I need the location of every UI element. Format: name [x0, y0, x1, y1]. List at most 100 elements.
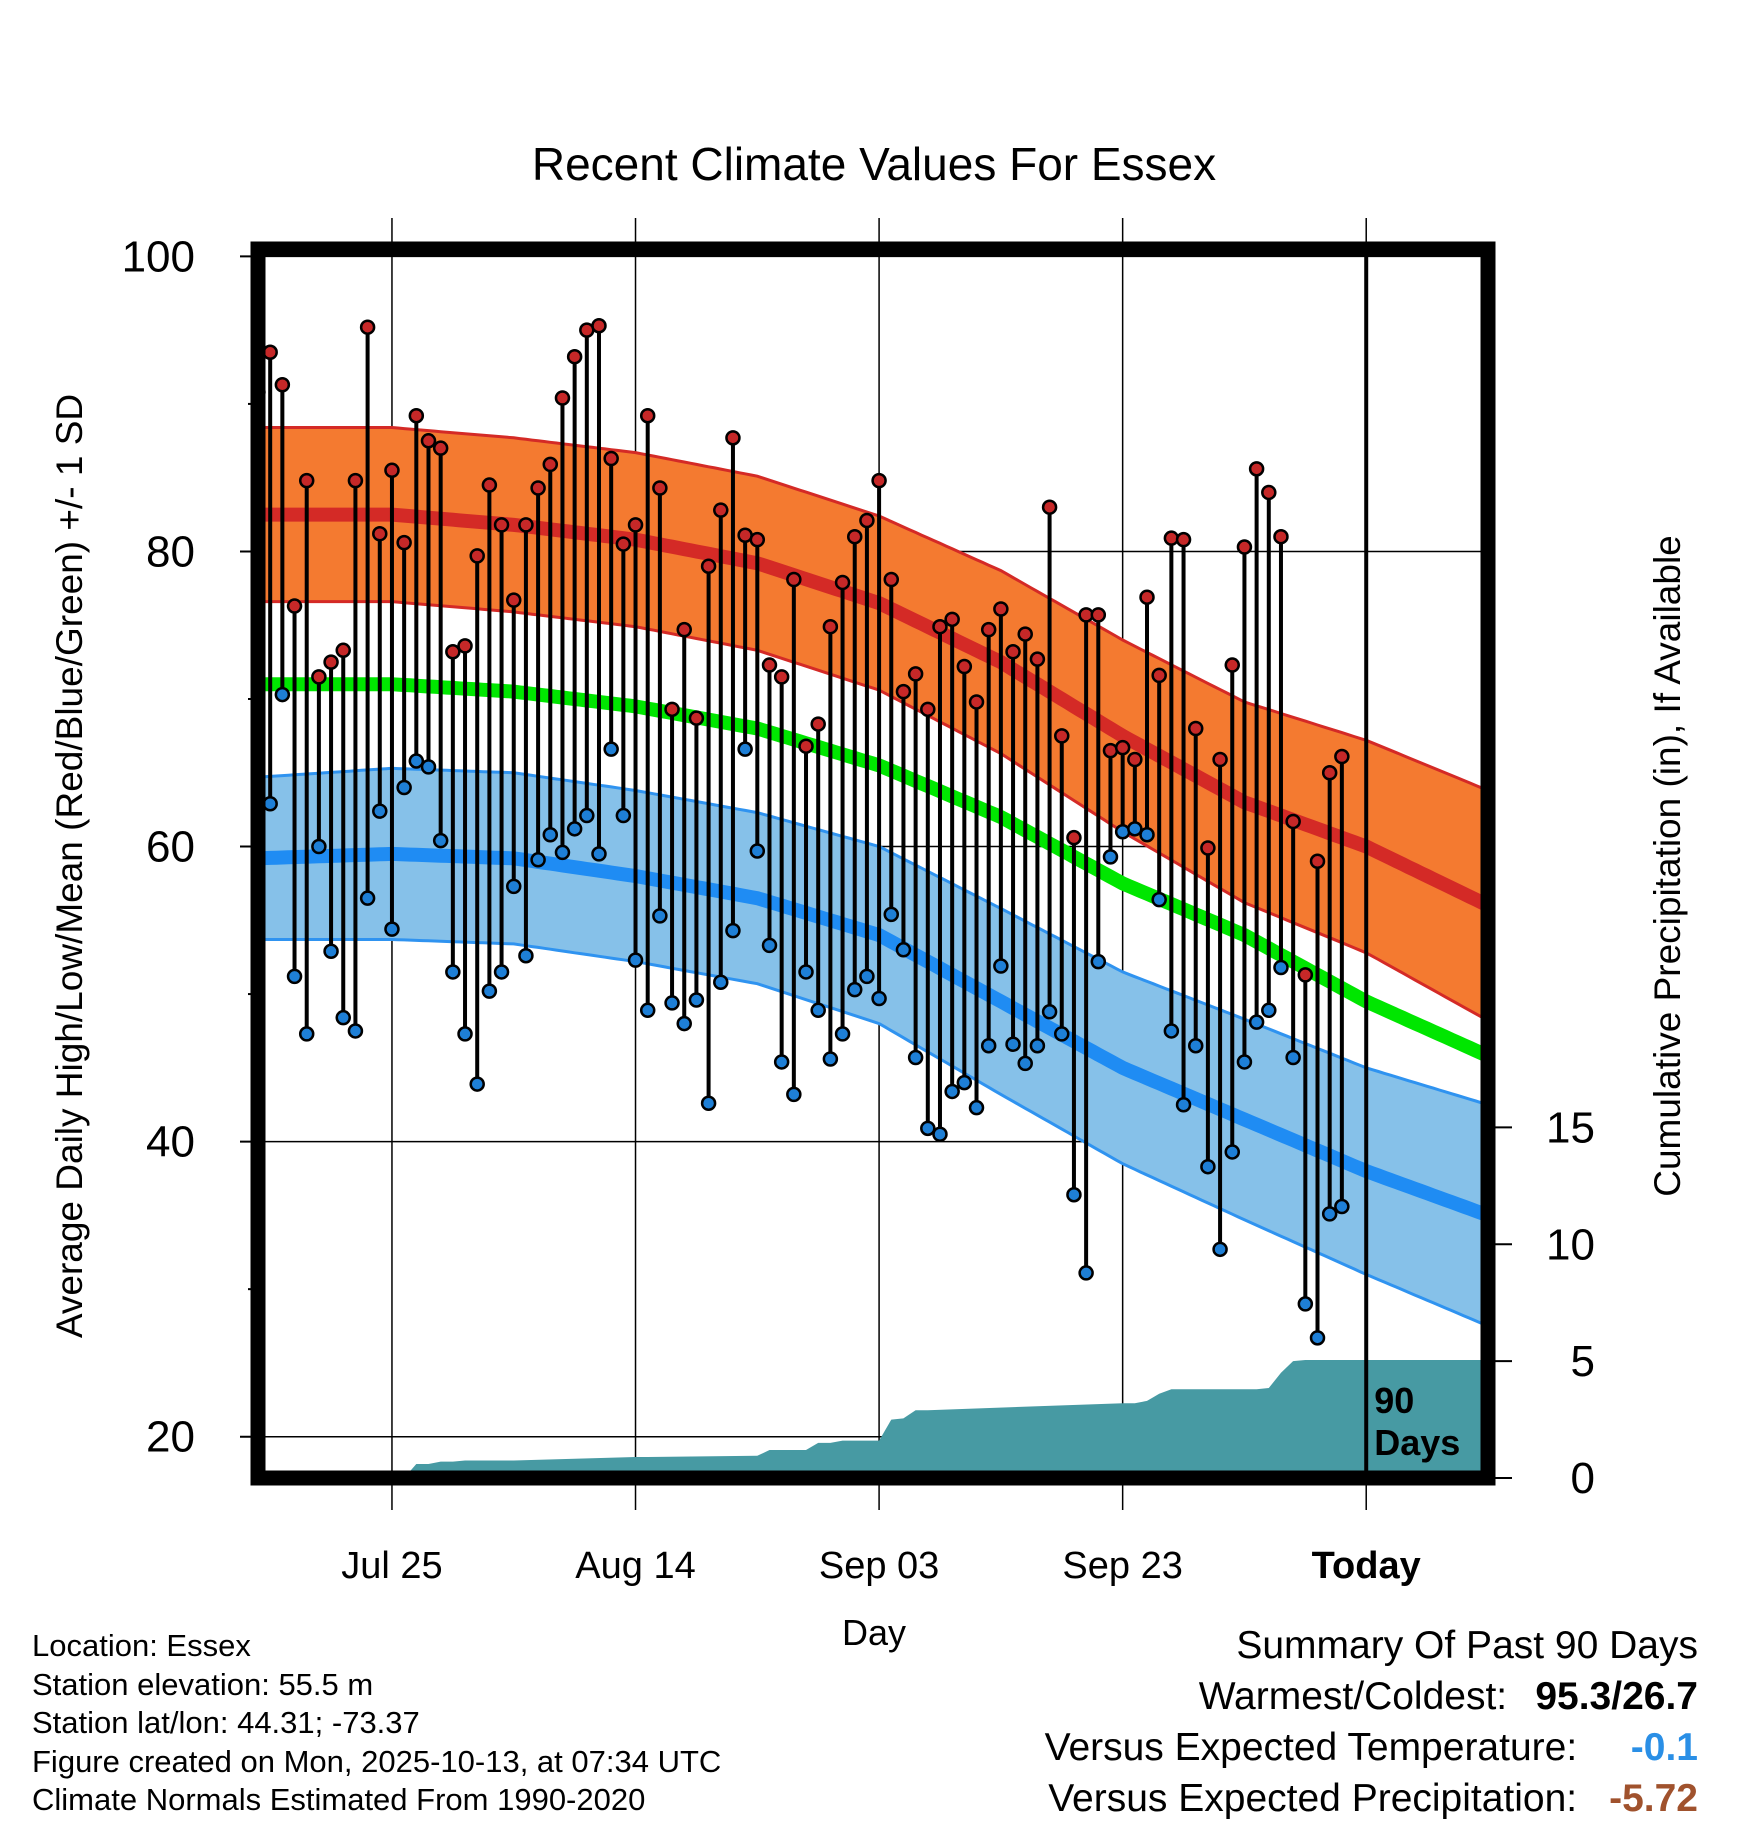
low-point	[761, 937, 778, 954]
low-point	[298, 1026, 315, 1042]
high-point	[1224, 657, 1241, 673]
low-point	[1321, 1206, 1338, 1222]
low-point	[347, 1023, 364, 1039]
y-tick-label: 80	[146, 527, 195, 576]
low-point	[1200, 1158, 1216, 1175]
low-point	[481, 983, 498, 999]
high-point	[1187, 720, 1204, 737]
high-point	[1054, 728, 1070, 744]
low-point	[1066, 1186, 1082, 1203]
low-point	[1334, 1198, 1350, 1215]
low-point	[859, 968, 875, 985]
high-point	[298, 472, 315, 489]
y-tick-label: 40	[146, 1118, 195, 1167]
high-point	[846, 528, 863, 545]
low-point	[432, 832, 449, 849]
high-point	[1066, 829, 1082, 846]
high-sd-band	[258, 427, 1488, 1021]
high-point	[542, 456, 559, 473]
high-point	[1348, 0, 1361, 7]
low-point	[1127, 821, 1143, 837]
mean-normal-line	[258, 677, 1488, 1063]
low-point	[408, 753, 425, 769]
today-window-label: Days	[1374, 1422, 1460, 1463]
low-point	[1041, 1004, 1058, 1020]
low-point	[1054, 1026, 1070, 1042]
high-point	[907, 666, 924, 682]
low-point	[932, 1126, 948, 1142]
temp-anomaly-row: Versus Expected Temperature: -0.1	[1045, 1722, 1698, 1773]
low-point	[1090, 953, 1107, 970]
low-point	[530, 852, 546, 868]
high-point	[384, 462, 400, 479]
low-point	[335, 1009, 351, 1026]
high-point	[1236, 539, 1253, 555]
low-point	[359, 890, 376, 906]
high-point	[359, 319, 376, 335]
low-point	[1212, 1241, 1228, 1258]
low-point	[591, 846, 607, 862]
high-point	[372, 526, 388, 542]
low-point	[1224, 1144, 1241, 1160]
high-point	[676, 621, 692, 638]
low-point	[1236, 1054, 1253, 1070]
high-point	[323, 654, 339, 670]
low-point	[445, 964, 461, 980]
axes: 20 40 60 80 100 0 5 10 15 Jul 25 Aug 14 Sep 03 Sep 2…	[122, 232, 1595, 1587]
low-point	[1163, 1023, 1180, 1039]
high-point	[713, 502, 729, 518]
high-point	[335, 642, 351, 659]
high-point	[1175, 531, 1192, 548]
high-point	[591, 317, 607, 334]
y-tick-label: 20	[146, 1413, 195, 1462]
low-point	[1248, 1014, 1265, 1030]
y2-tick-label: 5	[1571, 1337, 1595, 1386]
high-point	[1029, 651, 1046, 667]
low-point	[603, 741, 619, 757]
high-point	[1090, 607, 1107, 623]
high-point	[1163, 530, 1180, 546]
high-point	[1285, 813, 1301, 830]
low-normal-line	[258, 846, 1488, 1222]
high-point	[615, 536, 632, 552]
high-point	[469, 548, 485, 564]
high-point	[505, 592, 522, 608]
high-point	[311, 669, 327, 685]
low-point	[822, 1051, 839, 1067]
high-point	[993, 601, 1009, 617]
low-point	[1078, 1265, 1094, 1281]
x-tick-label: Aug 14	[575, 1545, 695, 1587]
x-tick-label: Jul 25	[341, 1545, 442, 1587]
low-point	[323, 943, 339, 960]
location-text: Location: Essex	[32, 1628, 251, 1663]
high-point	[798, 738, 814, 754]
low-point	[846, 981, 863, 998]
temp-anomaly-value: -0.1	[1630, 1726, 1698, 1769]
low-point	[798, 964, 814, 980]
high-point	[773, 669, 790, 685]
low-point	[956, 1074, 973, 1091]
high-point	[396, 534, 412, 551]
high-point	[481, 477, 498, 493]
high-point	[445, 644, 461, 660]
low-point	[1017, 1055, 1033, 1072]
low-point	[457, 1026, 473, 1042]
low-sd-band-upper-edge	[258, 766, 1488, 1107]
low-point	[676, 1015, 692, 1032]
y2-axis-label: Cumulative Precipitation (in), If Availa…	[1647, 535, 1688, 1197]
precip-anomaly-row: Versus Expected Precipitation: -5.72	[1045, 1773, 1698, 1824]
low-point	[615, 807, 632, 824]
warmest-coldest-value: 95.3/26.7	[1535, 1675, 1698, 1718]
high-point	[554, 390, 571, 406]
high-point	[1212, 751, 1228, 768]
low-point	[286, 968, 303, 985]
x-axis-label: Day	[842, 1612, 906, 1653]
high-point	[786, 571, 802, 588]
low-point	[627, 952, 644, 968]
observations	[258, 0, 1361, 1346]
low-point	[274, 686, 291, 703]
high-point	[1261, 484, 1277, 501]
high-point	[956, 658, 973, 675]
low-point	[1273, 959, 1289, 976]
